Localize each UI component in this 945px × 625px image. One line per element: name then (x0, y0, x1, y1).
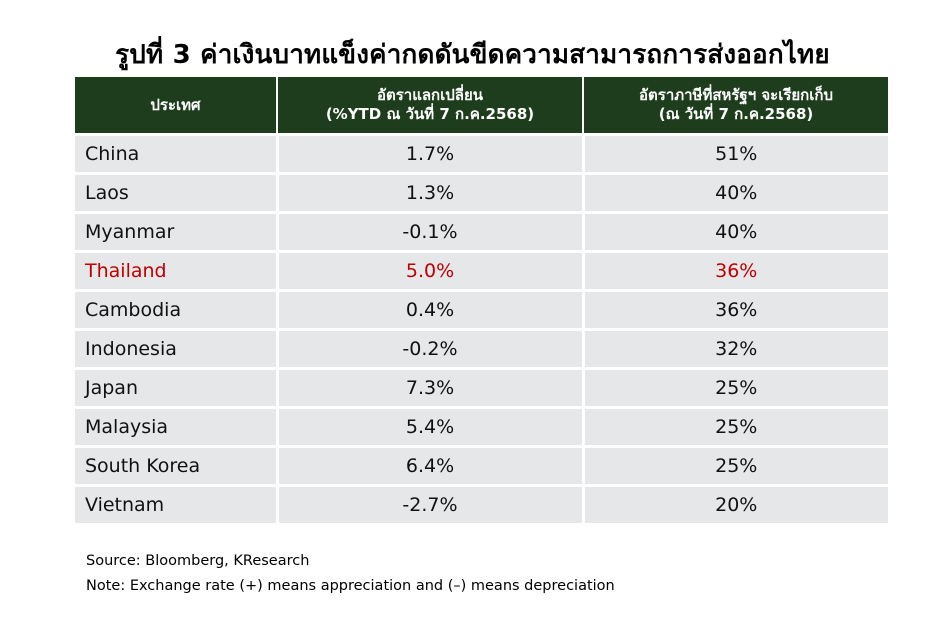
table-row: Myanmar -0.1% 40% (75, 211, 888, 252)
data-table: ประเทศ อัตราแลกเปลี่ยน (%YTD ณ วันที่ 7 … (75, 77, 888, 523)
exchange-rate-cell: 0.4% (275, 289, 583, 330)
country-cell: Laos (75, 172, 277, 213)
country-cell: Malaysia (75, 406, 277, 447)
table-row: Indonesia -0.2% 32% (75, 328, 888, 369)
definition-note: Note: Exchange rate (+) means appreciati… (86, 578, 615, 594)
source-note: Source: Bloomberg, KResearch (86, 553, 310, 569)
tariff-rate-cell: 25% (581, 445, 888, 486)
table-row: Thailand 5.0% 36% (75, 250, 888, 291)
footnotes: Source: Bloomberg, KResearch Note: Excha… (86, 549, 615, 599)
exchange-rate-cell: -2.7% (275, 484, 583, 523)
table-row: Japan 7.3% 25% (75, 367, 888, 408)
exchange-rate-cell: -0.2% (275, 328, 583, 369)
tariff-rate-cell: 32% (581, 328, 888, 369)
header-country-label: ประเทศ (150, 95, 201, 114)
table-header-row: ประเทศ อัตราแลกเปลี่ยน (%YTD ณ วันที่ 7 … (75, 77, 888, 135)
tariff-rate-cell: 40% (581, 172, 888, 213)
country-cell: South Korea (75, 445, 277, 486)
header-country: ประเทศ (75, 77, 277, 135)
table-row: Malaysia 5.4% 25% (75, 406, 888, 447)
exchange-rate-cell: -0.1% (275, 211, 583, 252)
country-cell: Thailand (75, 250, 277, 291)
table-row: Laos 1.3% 40% (75, 172, 888, 213)
tariff-rate-cell: 36% (581, 250, 888, 291)
exchange-rate-cell: 1.3% (275, 172, 583, 213)
exchange-rate-cell: 5.4% (275, 406, 583, 447)
country-cell: Vietnam (75, 484, 277, 523)
country-cell: Cambodia (75, 289, 277, 330)
header-exchange-rate-label: อัตราแลกเปลี่ยน (%YTD ณ วันที่ 7 ก.ค.256… (325, 86, 535, 123)
table-row: South Korea 6.4% 25% (75, 445, 888, 486)
table-row: China 1.7% 51% (75, 133, 888, 174)
exchange-rate-cell: 6.4% (275, 445, 583, 486)
header-tariff-rate-label: อัตราภาษีที่สหรัฐฯ จะเรียกเก็บ (ณ วันที่… (639, 86, 833, 123)
tariff-rate-cell: 20% (581, 484, 888, 523)
header-exchange-rate: อัตราแลกเปลี่ยน (%YTD ณ วันที่ 7 ก.ค.256… (276, 77, 583, 135)
tariff-rate-cell: 25% (581, 406, 888, 447)
table-body: China 1.7% 51% Laos 1.3% 40% Myanmar -0.1% 40% Th… (75, 133, 888, 523)
table-row: Cambodia 0.4% 36% (75, 289, 888, 330)
data-table-container: ประเทศ อัตราแลกเปลี่ยน (%YTD ณ วันที่ 7 … (75, 77, 888, 523)
tariff-rate-cell: 51% (581, 133, 888, 174)
tariff-rate-cell: 25% (581, 367, 888, 408)
exchange-rate-cell: 5.0% (275, 250, 583, 291)
exchange-rate-cell: 7.3% (275, 367, 583, 408)
tariff-rate-cell: 40% (581, 211, 888, 252)
tariff-rate-cell: 36% (581, 289, 888, 330)
table-row: Vietnam -2.7% 20% (75, 484, 888, 523)
country-cell: Myanmar (75, 211, 277, 252)
header-tariff-rate: อัตราภาษีที่สหรัฐฯ จะเรียกเก็บ (ณ วันที่… (582, 77, 888, 135)
country-cell: Japan (75, 367, 277, 408)
country-cell: China (75, 133, 277, 174)
exchange-rate-cell: 1.7% (275, 133, 583, 174)
chart-title: รูปที่ 3 ค่าเงินบาทแข็งค่ากดดันขีดความสา… (115, 40, 830, 70)
country-cell: Indonesia (75, 328, 277, 369)
